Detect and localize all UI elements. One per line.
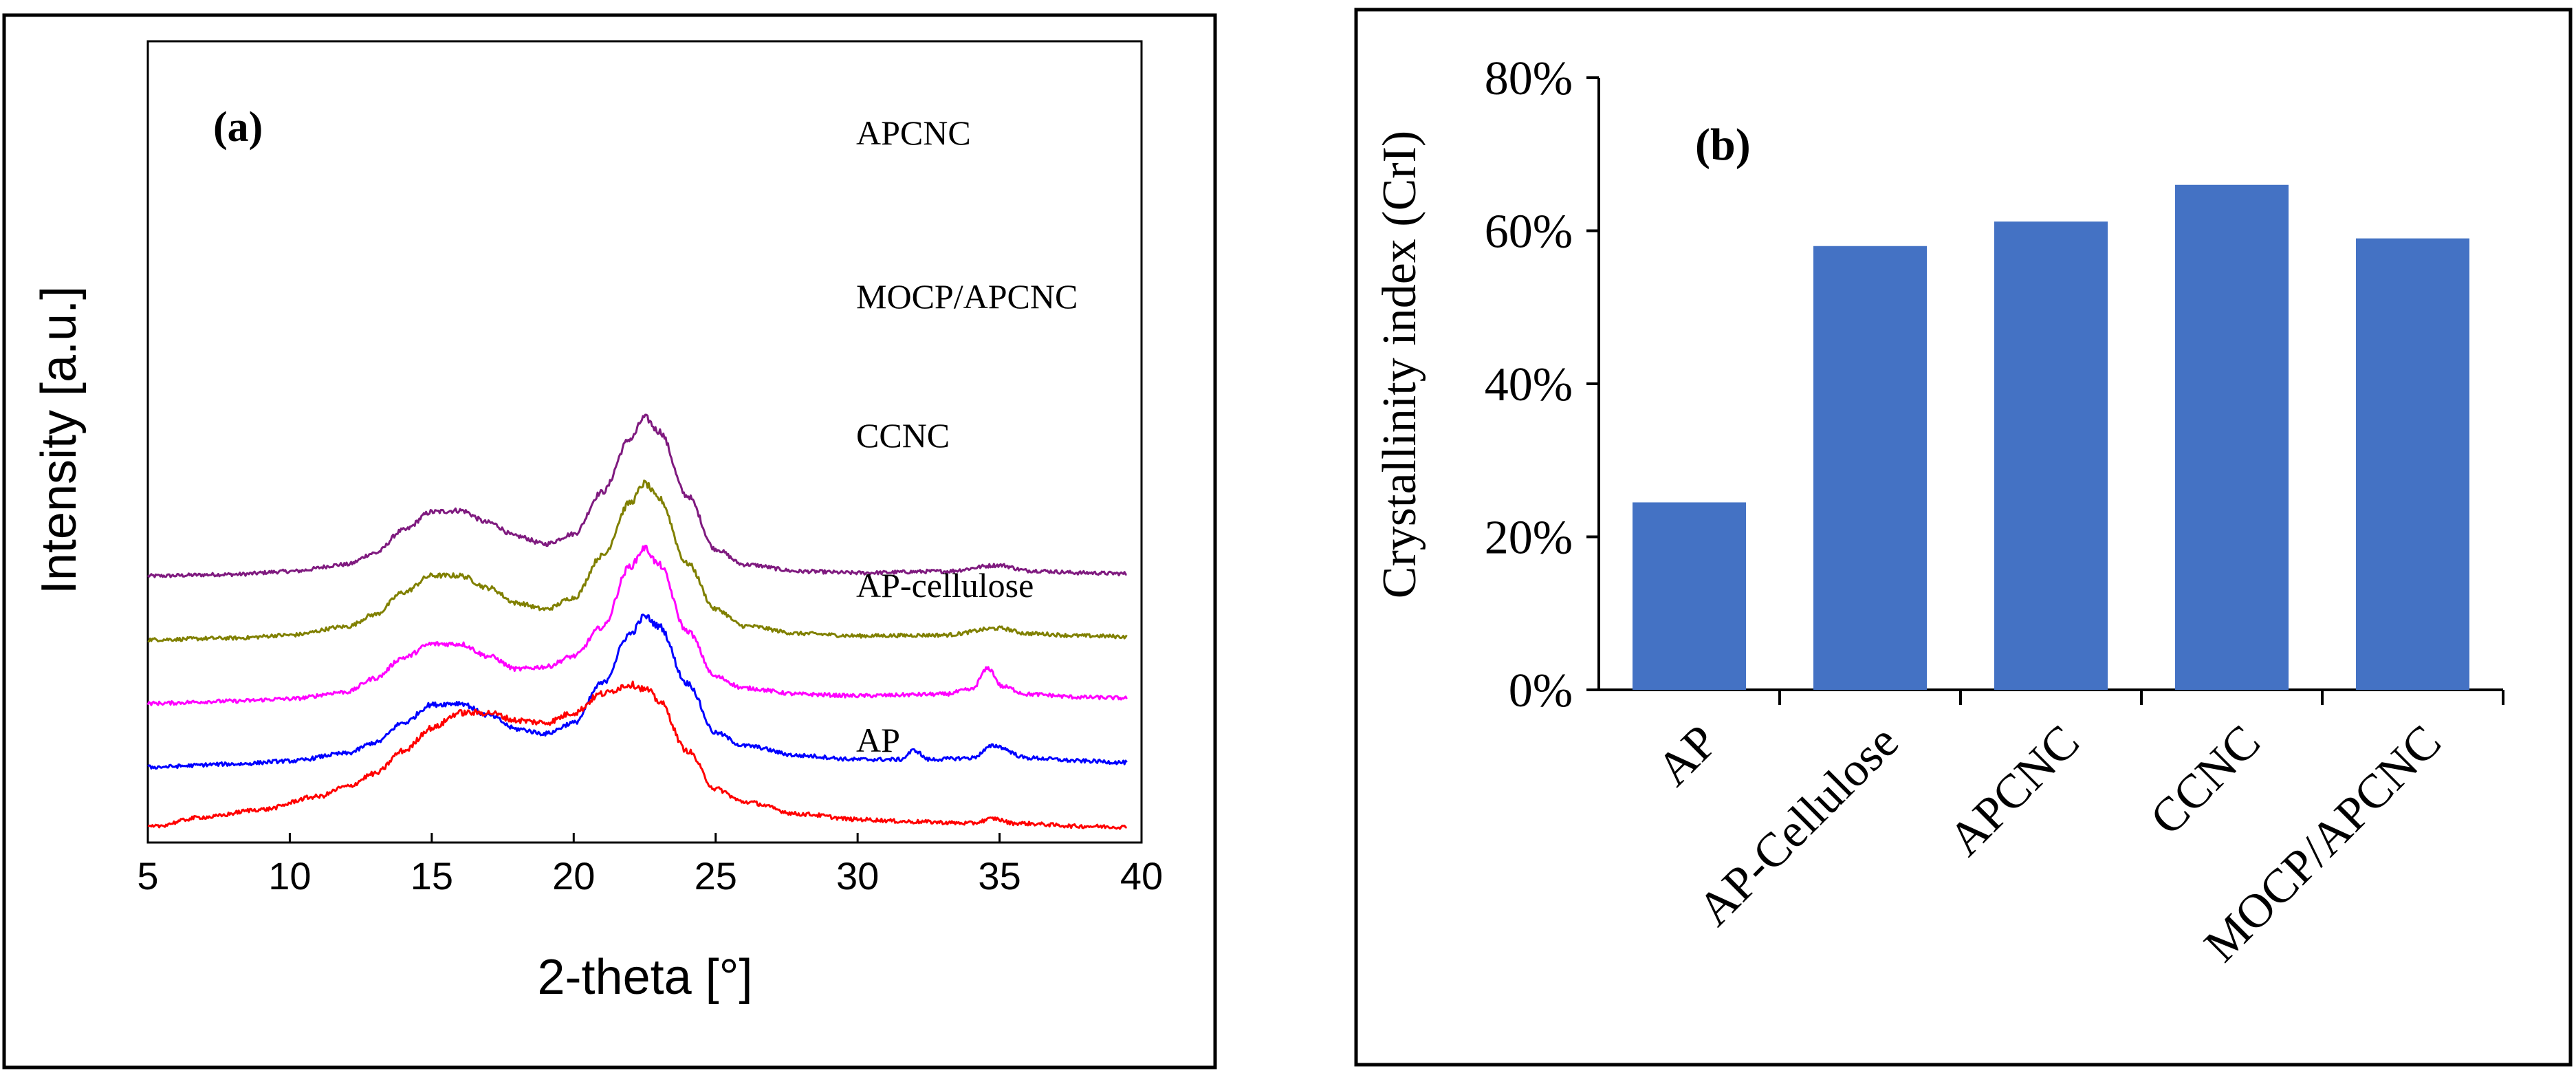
series-label: APCNC	[856, 113, 971, 152]
panel-b-y-tick-label: 60%	[1485, 206, 1573, 259]
panel-a-x-tick-label: 35	[978, 854, 1020, 898]
bar-apcnc	[1994, 221, 2108, 690]
panel-a-x-ticks: 5 10 15 20 25 30 35 40	[137, 833, 1163, 898]
bar-mocp-apcnc	[2356, 238, 2469, 690]
panel-a-y-axis-label: Intensity [a.u.]	[32, 286, 87, 594]
panel-a-x-tick-label: 40	[1120, 854, 1163, 898]
panel-b-category-label: CCNC	[2141, 715, 2271, 845]
series-label: CCNC	[856, 416, 950, 455]
panel-a-series-labels: APCNC MOCP/APCNC CCNC AP-cellulose AP	[856, 113, 1078, 759]
panel-a-x-tick-label: 10	[268, 854, 311, 898]
bar-ap-cellulose	[1813, 246, 1927, 690]
panel-b-y-tick-label: 80%	[1485, 52, 1573, 105]
panel-a-x-tick-label: 20	[552, 854, 595, 898]
panel-b-y-tick-label: 40%	[1485, 358, 1573, 411]
panel-a-x-tick-label: 5	[137, 854, 158, 898]
series-line-ccnc	[146, 545, 1128, 706]
panel-a-chart: APCNC MOCP/APCNC CCNC AP-cellulose AP 5 10 15 2…	[32, 40, 1163, 1005]
panel-b-category-label: AP	[1647, 715, 1728, 796]
panel-a-x-tick-label: 15	[411, 854, 453, 898]
panel-b-bars	[1633, 184, 2469, 690]
panel-a-label: (a)	[213, 104, 263, 151]
series-label: AP	[856, 721, 900, 759]
series-label: AP-cellulose	[856, 566, 1034, 605]
series-line-apcnc	[146, 413, 1127, 578]
panel-b-y-tick-label: 20%	[1485, 512, 1573, 565]
panel-a-series-group	[146, 413, 1128, 830]
panel-b-y-ticks: 0% 20% 40% 60% 80%	[1485, 52, 1599, 717]
panel-a-x-axis-label: 2-theta [°]	[538, 950, 753, 1005]
panel-b-y-tick-label: 0%	[1509, 664, 1573, 717]
bar-ccnc	[2175, 184, 2289, 690]
panel-a-x-tick-label: 25	[695, 854, 737, 898]
panel-a-plot-area	[146, 40, 1143, 844]
series-label: MOCP/APCNC	[856, 277, 1078, 316]
series-line-mocp-apcnc	[147, 479, 1128, 642]
bar-ap	[1633, 502, 1746, 690]
series-line-ap	[147, 680, 1128, 830]
panel-a-frame	[2, 13, 1217, 1069]
series-line-ap-cellulose	[147, 613, 1128, 770]
panel-b-label: (b)	[1695, 120, 1751, 170]
panel-a-x-tick-label: 30	[836, 854, 879, 898]
panel-b-category-label: APCNC	[1939, 715, 2090, 867]
panel-b-frame	[1354, 8, 2573, 1067]
panel-b-y-axis-label: Crystallinity index (CrI)	[1373, 131, 1426, 598]
